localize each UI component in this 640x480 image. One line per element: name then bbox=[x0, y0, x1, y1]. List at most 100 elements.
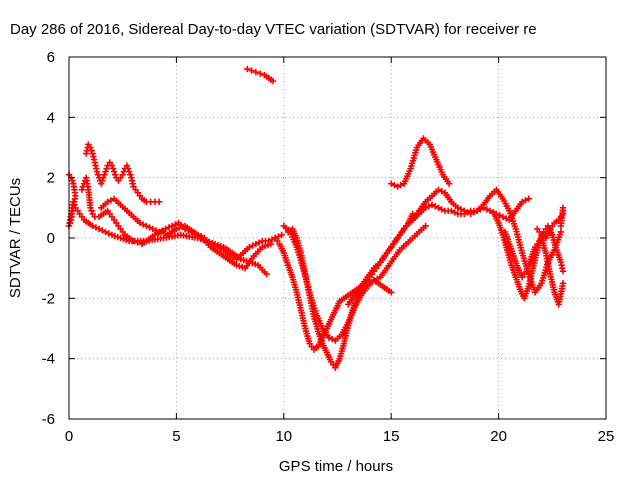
data-point bbox=[244, 65, 251, 73]
data-point bbox=[125, 168, 133, 175]
y-axis-label: SDTVAR / TECUs bbox=[7, 178, 24, 298]
data-point bbox=[188, 228, 195, 236]
data-point bbox=[445, 180, 453, 187]
data-point-interp bbox=[103, 165, 110, 172]
data-point-interp bbox=[69, 177, 76, 184]
data-point bbox=[388, 180, 395, 187]
data-point-interp bbox=[88, 207, 95, 215]
data-point-interp bbox=[268, 236, 276, 243]
data-point bbox=[265, 237, 272, 245]
data-point-interp bbox=[328, 335, 336, 343]
data-point bbox=[422, 222, 429, 230]
data-point bbox=[87, 204, 94, 212]
data-point bbox=[269, 77, 277, 85]
data-point bbox=[248, 67, 255, 74]
data-point bbox=[102, 228, 109, 236]
data-point bbox=[156, 198, 163, 205]
ticks-layer: 0 5 10 15 20 25 -6 -4 -2 0 2 4 6 bbox=[42, 49, 615, 445]
data-point bbox=[252, 240, 260, 248]
data-point-interp bbox=[391, 182, 398, 189]
y-tick-label: 6 bbox=[47, 49, 55, 66]
data-point bbox=[181, 225, 189, 233]
data-point-interp bbox=[438, 188, 445, 195]
data-series-10 bbox=[388, 135, 453, 190]
data-point-interp bbox=[483, 206, 490, 213]
data-point bbox=[252, 68, 260, 76]
data-point-interp bbox=[438, 206, 445, 213]
data-point-interp bbox=[111, 171, 119, 178]
data-point bbox=[461, 207, 468, 215]
data-point-interp bbox=[197, 233, 205, 240]
data-point bbox=[108, 162, 116, 169]
data-point-interp bbox=[99, 177, 106, 184]
data-series-13 bbox=[501, 222, 567, 281]
data-point bbox=[123, 162, 131, 169]
chart-title: Day 286 of 2016, Sidereal Day-to-day VTE… bbox=[10, 21, 537, 38]
data-point-interp bbox=[249, 242, 256, 249]
data-series-4 bbox=[98, 195, 285, 263]
data-series-2 bbox=[82, 141, 163, 205]
data-point bbox=[89, 222, 96, 230]
x-tick-label: 20 bbox=[490, 428, 507, 445]
data-point bbox=[110, 168, 118, 175]
data-point bbox=[486, 207, 494, 215]
x-tick-label: 25 bbox=[598, 428, 615, 445]
data-point bbox=[435, 204, 442, 212]
data-point-interp bbox=[94, 171, 102, 178]
data-point bbox=[263, 271, 270, 278]
data-point-interp bbox=[275, 233, 282, 240]
data-point-interp bbox=[71, 201, 78, 209]
data-point bbox=[557, 222, 565, 230]
data-point bbox=[559, 267, 567, 275]
data-series-8 bbox=[280, 222, 429, 344]
y-tick-label: -6 bbox=[42, 411, 55, 428]
data-point bbox=[143, 222, 150, 230]
data-point bbox=[98, 180, 105, 187]
data-series-5 bbox=[244, 65, 277, 85]
data-point bbox=[194, 231, 202, 239]
data-point bbox=[162, 225, 169, 233]
data-point bbox=[499, 213, 507, 221]
data-point-interp bbox=[425, 203, 432, 210]
data-point-interp bbox=[139, 221, 147, 228]
data-series-14 bbox=[534, 204, 567, 242]
data-point bbox=[256, 70, 264, 77]
data-point bbox=[119, 171, 126, 178]
y-tick-label: -4 bbox=[42, 351, 55, 368]
data-point bbox=[448, 207, 455, 215]
data-series-9 bbox=[345, 195, 532, 308]
y-tick-label: 0 bbox=[47, 230, 55, 247]
data-point bbox=[87, 144, 94, 151]
data-point-interp bbox=[92, 224, 100, 231]
data-point bbox=[435, 186, 442, 193]
data-point-interp bbox=[374, 275, 381, 282]
data-point-interp bbox=[159, 227, 166, 234]
data-point bbox=[78, 186, 86, 193]
data-point bbox=[559, 280, 567, 287]
data-point bbox=[519, 198, 526, 205]
data-point bbox=[104, 198, 111, 205]
data-point-interp bbox=[522, 197, 529, 204]
data-point-interp bbox=[470, 209, 478, 216]
x-tick-label: 5 bbox=[172, 428, 180, 445]
data-point-interp bbox=[172, 221, 179, 228]
data-point bbox=[134, 239, 141, 246]
data-point bbox=[151, 231, 159, 239]
marks-layer bbox=[65, 65, 567, 371]
data-point-interp bbox=[101, 171, 108, 178]
data-point bbox=[100, 174, 107, 181]
x-tick-label: 10 bbox=[275, 428, 292, 445]
data-point bbox=[214, 243, 221, 251]
data-point bbox=[454, 204, 461, 212]
data-point bbox=[93, 168, 101, 175]
data-series-6 bbox=[272, 234, 395, 353]
data-point-interp bbox=[210, 242, 218, 249]
data-point-interp bbox=[88, 147, 95, 154]
x-axis-label: GPS time / hours bbox=[279, 458, 393, 475]
y-tick-label: -2 bbox=[42, 290, 55, 307]
data-point bbox=[525, 195, 532, 202]
data-point-interp bbox=[255, 239, 263, 246]
data-point-interp bbox=[105, 230, 112, 237]
data-point-interp bbox=[127, 171, 134, 178]
data-point bbox=[467, 210, 474, 218]
